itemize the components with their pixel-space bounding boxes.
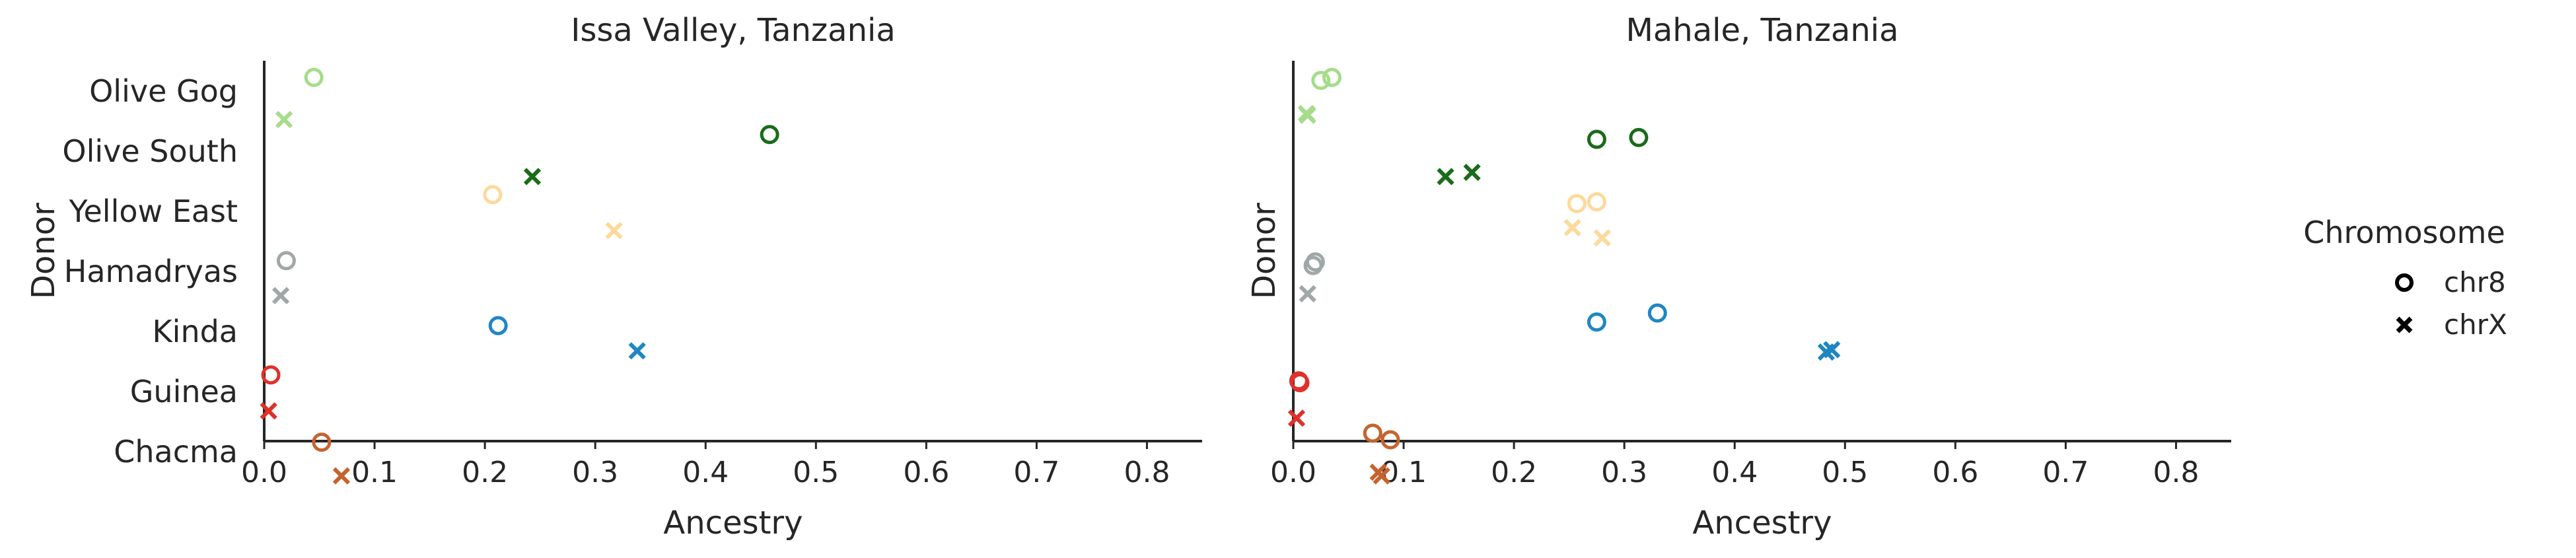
data-point-chr8: [261, 365, 281, 385]
panel-2: Mahale, Tanzania 0.0 0.1 0.2 0.3 0.4 0.5 0.6 0.7…: [1246, 12, 2231, 541]
x-tick-label: 0.7: [1013, 456, 1059, 489]
data-point-chrx: [332, 467, 351, 485]
data-point-chrx: [1299, 106, 1316, 124]
x-tick-label: 0.8: [2153, 456, 2199, 489]
data-point-chr8: [304, 67, 324, 87]
data-point-chrx: [1563, 219, 1581, 236]
x-axis-label: Ancestry: [1692, 505, 1832, 541]
data-point-chrx: [628, 342, 646, 360]
x-tick-label: 0.4: [682, 456, 729, 489]
y-axis-label: Donor: [1246, 203, 1283, 299]
y-tick-label: Hamadryas: [64, 254, 238, 289]
data-point-chrx: [1463, 163, 1481, 182]
legend: Chromosome chr8 chrX: [2303, 215, 2507, 341]
x-tick-label: 0.5: [1822, 456, 1868, 489]
data-point-chr8: [1587, 192, 1606, 212]
data-point-chr8: [1629, 127, 1649, 147]
x-tick-label: 0.3: [572, 456, 618, 489]
data-point-chr8: [1305, 252, 1325, 272]
x-tick-label: 0.1: [351, 456, 398, 489]
y-tick-label: Kinda: [153, 314, 238, 349]
data-point-chrx: [523, 168, 542, 186]
x-tick-label: 0.7: [2042, 456, 2089, 489]
legend-label-chrx: chrX: [2444, 308, 2507, 341]
y-axis-label: Donor: [25, 203, 62, 299]
legend-item-chr8: chr8: [2395, 266, 2506, 298]
data-point-chrx: [1373, 467, 1390, 485]
x-tick-label: 0.3: [1601, 456, 1647, 489]
x-tick-label: 0.2: [462, 456, 508, 489]
data-point-chr8: [488, 316, 508, 335]
x-tick-label: 0.1: [1380, 456, 1427, 489]
x-tick-label: 0.6: [1932, 456, 1978, 489]
data-point-chr8: [1587, 129, 1606, 149]
x-tick-label: 0.4: [1711, 456, 1758, 489]
data-point-chr8: [276, 251, 296, 271]
data-point-chr8: [1311, 71, 1331, 90]
legend-title: Chromosome: [2303, 215, 2505, 250]
x-tick-label: 0.6: [903, 456, 949, 489]
y-tick-label: Yellow East: [69, 193, 238, 229]
data-point-chrx: [275, 110, 293, 129]
x-tick-label: 0.5: [793, 456, 839, 489]
x-tick-label: 0.8: [1124, 456, 1170, 489]
legend-item-chrx: chrX: [2396, 308, 2507, 341]
data-point-chr8: [312, 433, 332, 452]
y-tick-label: Olive Gog: [89, 73, 238, 109]
data-point-chr8: [1363, 423, 1382, 443]
data-point-chr8: [1322, 67, 1342, 87]
legend-label-chr8: chr8: [2444, 266, 2506, 298]
data-point-chrx: [1593, 229, 1611, 247]
data-point-chr8: [1647, 303, 1667, 323]
x-axis-label: Ancestry: [663, 505, 803, 541]
data-point-chrx: [271, 287, 290, 304]
data-point-chr8: [1587, 312, 1606, 332]
data-point-chr8: [1567, 193, 1587, 213]
y-tick-label: Guinea: [130, 374, 238, 409]
legend-marker-chrx: [2396, 316, 2413, 333]
y-tick-label: Chacma: [114, 434, 238, 470]
x-tick-label: 0.0: [1270, 456, 1316, 489]
legend-marker-chr8: [2395, 273, 2414, 292]
chart-title: Issa Valley, Tanzania: [571, 12, 895, 49]
data-point-chrx: [1823, 341, 1841, 359]
data-point-chrx: [1287, 409, 1306, 427]
chart-title: Mahale, Tanzania: [1626, 12, 1898, 49]
y-tick-label: Olive South: [62, 133, 238, 169]
data-point-chrx: [260, 402, 277, 420]
data-point-chr8: [1380, 430, 1400, 450]
x-tick-label: 0.2: [1491, 456, 1537, 489]
x-tick-label: 0.0: [241, 456, 287, 489]
data-point-chr8: [760, 125, 779, 145]
data-point-chrx: [1299, 285, 1316, 302]
data-point-chrx: [605, 222, 623, 240]
panel-1: Issa Valley, Tanzania 0.0 0.1 0.2 0.3 0.4 0.5 0…: [25, 12, 1202, 541]
data-point-chr8: [483, 185, 503, 205]
data-point-chrx: [1437, 168, 1454, 186]
data-point-chr8: [1290, 373, 1310, 393]
